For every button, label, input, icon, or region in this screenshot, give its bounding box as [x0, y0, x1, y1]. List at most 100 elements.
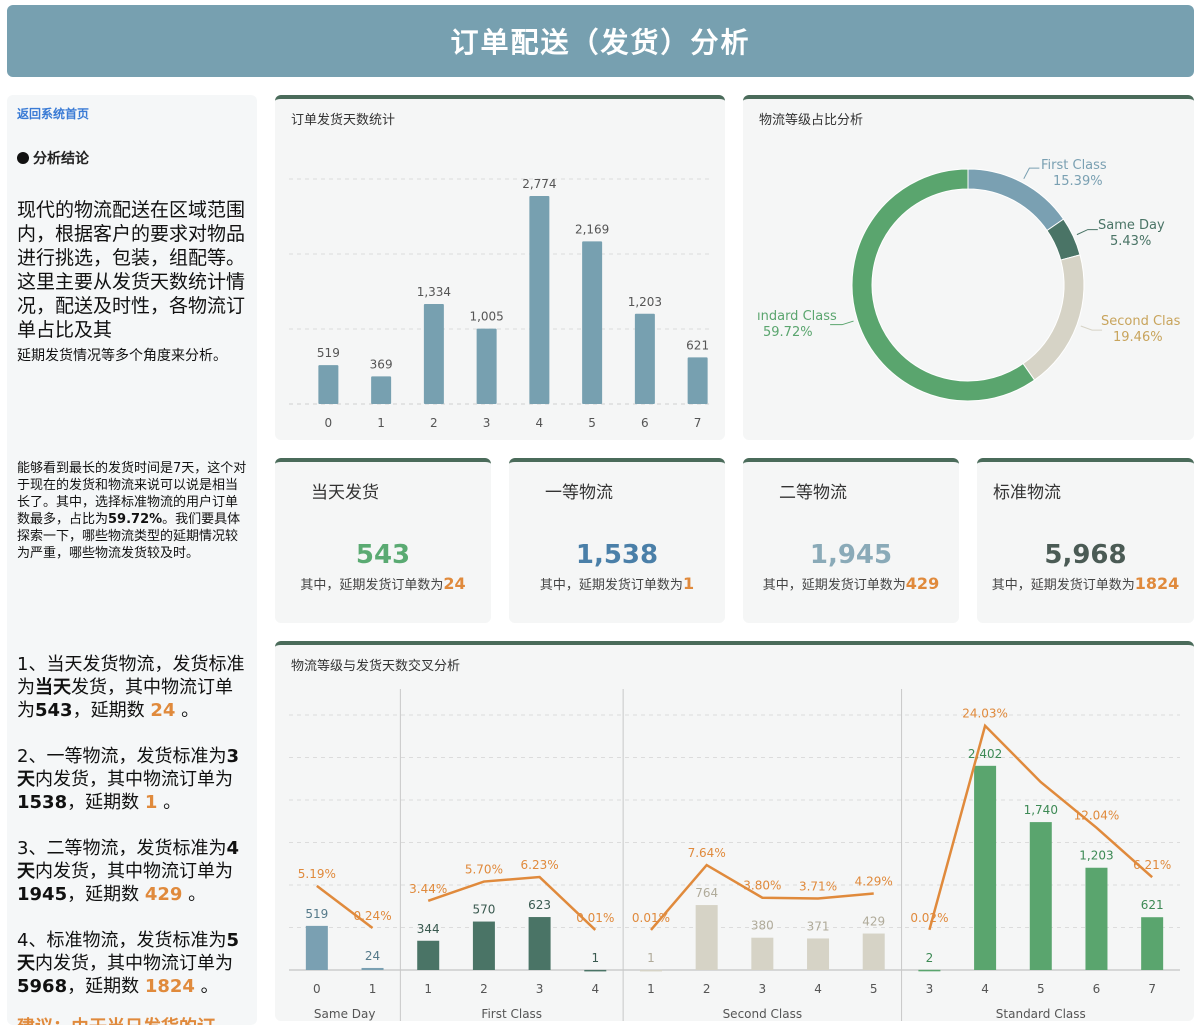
bar-value-label: 1 [591, 951, 599, 965]
card-delay: 1824 [1134, 574, 1180, 593]
x-tick-label: 2 [430, 416, 438, 430]
item-text: 。 [157, 792, 182, 813]
x-tick-label: 6 [1093, 982, 1101, 996]
slice-pct-label: 5.43% [1110, 234, 1151, 249]
rate-line [316, 884, 374, 929]
bar-value-label: 570 [472, 903, 495, 917]
bar [371, 376, 392, 404]
item-standard: 当天 [35, 677, 71, 698]
bar-value-label: 2,169 [575, 222, 609, 236]
item-text: 发货，其中物流订单为 [17, 677, 233, 721]
item-delay: 1824 [144, 976, 195, 997]
rate-label: 5.70% [465, 863, 503, 877]
slice-name-label: Same Day [1098, 218, 1165, 233]
rate-line [650, 863, 874, 931]
card-title: 标准物流 [993, 483, 1061, 503]
donut-slice [967, 168, 1065, 232]
item-text: ，延期数 [67, 884, 145, 905]
bar-value-label: 369 [370, 357, 393, 371]
x-tick-label: 3 [483, 416, 491, 430]
analysis-text-a: 能够看到最长的发货时间是7天，这个对于现在的发货和物流来说可以说是相当长了。其中… [17, 461, 247, 527]
x-tick-label: 4 [981, 982, 989, 996]
bar-value-label: 380 [751, 919, 774, 933]
x-tick-label: 6 [641, 416, 649, 430]
x-tick-label: 7 [1148, 982, 1156, 996]
rate-line [427, 875, 597, 931]
item-text: 。 [194, 976, 219, 997]
x-tick-label: 7 [694, 416, 702, 430]
item-text: 内发货，其中物流订单为 [35, 861, 233, 882]
x-tick-label: 5 [588, 416, 596, 430]
card-sub-text: 其中，延期发货订单数为 [762, 578, 906, 593]
x-tick-label: 2 [480, 982, 488, 996]
item-text: ，延期数 [67, 792, 145, 813]
slice-pct-label: 59.72% [763, 325, 813, 340]
card-subtitle: 其中，延期发货订单数为24 [275, 574, 491, 593]
sidebar: 返回系统首页 分析结论 现代的物流配送在区域范围内，根据客户的要求对物品进行挑选… [7, 95, 257, 1025]
item-delay: 24 [150, 700, 176, 721]
bar-value-label: 1,334 [417, 285, 451, 299]
rate-label: 3.44% [409, 882, 447, 896]
bar-value-label: 764 [695, 886, 718, 900]
analysis-pct: 59.72% [108, 512, 163, 527]
bar [476, 328, 497, 404]
bar-value-label: 621 [1141, 898, 1164, 912]
conclusion-label: 分析结论 [33, 151, 89, 167]
back-home-link[interactable]: 返回系统首页 [17, 107, 90, 121]
card-delay: 1 [682, 574, 695, 593]
suggestion-text: 建议：由于当日发货的订 [17, 1013, 215, 1025]
bar [361, 967, 384, 970]
x-tick-label: 3 [536, 982, 544, 996]
bar [918, 969, 941, 972]
group-label: Same Day [314, 1007, 376, 1021]
item-standard: 3天 [17, 746, 239, 790]
bar [634, 313, 655, 404]
x-tick-label: 0 [325, 416, 333, 430]
x-tick-label: 1 [377, 416, 385, 430]
slice-name-label: First Class [1041, 158, 1107, 173]
group-label: Second Class [723, 1007, 803, 1021]
card-delay: 24 [443, 574, 466, 593]
bar-value-label: 371 [807, 919, 830, 933]
rate-label: 3.80% [743, 879, 781, 893]
rate-label: 0.01% [632, 911, 670, 925]
class-pie-panel: 物流等级占比分析 First Class 15.39% Same Day 5.43% S… [743, 95, 1194, 440]
intro-large-text: 现代的物流配送在区域范围内，根据客户的要求对物品进行挑选，包装，组配等。这里主要… [17, 199, 246, 341]
rate-label: 4.29% [855, 875, 893, 889]
bar-value-label: 2 [926, 951, 934, 965]
rate-label: 6.23% [521, 858, 559, 872]
x-tick-label: 4 [591, 982, 599, 996]
bar-value-label: 519 [305, 907, 328, 921]
slice-name-label: ındard Class [757, 309, 837, 324]
bar-value-label: 519 [317, 346, 340, 360]
item-orders: 1538 [17, 792, 68, 813]
conclusion-heading: 分析结论 [17, 148, 247, 168]
item-orders: 1945 [17, 884, 68, 905]
item-delay: 429 [144, 884, 183, 905]
x-tick-label: 3 [759, 982, 767, 996]
slice-leader-line [830, 320, 854, 326]
item-text: 。 [175, 700, 200, 721]
rate-label: 3.71% [799, 879, 837, 893]
item-orders: 543 [35, 700, 73, 721]
days-bar-chart: 519 0 369 1 1,334 2 1,005 3 2,774 4 2,169 5 1,203 6 62… [289, 177, 711, 430]
group-label: Standard Class [996, 1007, 1086, 1021]
bar [807, 938, 830, 970]
days-chart-panel: 订单发货天数统计 519 0 369 1 1,334 2 1,005 3 2,774 4 2,169… [275, 95, 725, 440]
bar [1085, 867, 1108, 970]
item-text: 内发货，其中物流订单为 [35, 953, 233, 974]
logistics-list: 1、当天发货物流，发货标准为当天发货，其中物流订单为543，延期数 24 。 2… [17, 653, 249, 1021]
group-label: First Class [481, 1007, 542, 1021]
item-text: 3、二等物流，发货标准为 [17, 838, 227, 859]
bar [318, 365, 339, 404]
x-tick-label: 2 [703, 982, 711, 996]
bar [687, 357, 708, 404]
bar [423, 303, 444, 404]
card-title: 一等物流 [545, 483, 613, 503]
item-delay: 1 [144, 792, 158, 813]
bar-value-label: 1,740 [1024, 803, 1058, 817]
kpi-card-first-class: 一等物流 1,538 其中，延期发货订单数为1 [509, 458, 725, 623]
bar [584, 969, 607, 972]
